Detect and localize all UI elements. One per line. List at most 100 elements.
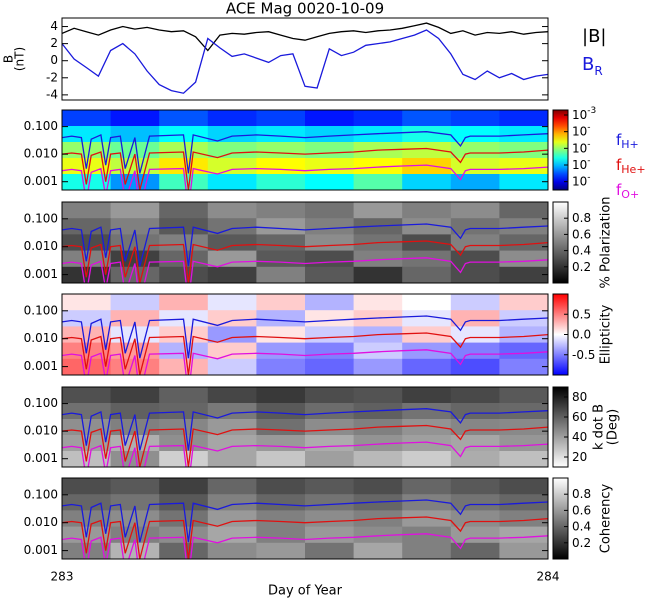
heatmap-cell [159, 526, 209, 544]
heatmap-cell [305, 510, 355, 528]
heatmap-cell [110, 403, 160, 420]
heatmap-cell [110, 202, 160, 219]
heatmap-cell [256, 451, 306, 467]
heatmap-cell [450, 266, 500, 283]
heatmap-cell [207, 478, 257, 495]
heatmap-cell [62, 294, 112, 311]
heatmap-cell [450, 294, 500, 311]
heatmap-cell [110, 110, 160, 127]
heatmap-cell [256, 234, 306, 252]
plot-area [62, 478, 548, 559]
heatmap-cell [402, 542, 452, 559]
heatmap-cell [499, 510, 548, 528]
x-tick-label: 283 [51, 570, 74, 584]
heatmap-cell [62, 419, 112, 436]
heatmap-cell [110, 294, 160, 311]
heatmap-cell [450, 419, 500, 436]
data-line [62, 164, 548, 190]
heatmap-cell [159, 250, 209, 268]
heatmap-cell [353, 358, 403, 375]
heatmap-cell [402, 451, 452, 467]
data-line [62, 424, 548, 467]
colorbar-tick-label: 20 [572, 450, 587, 464]
heatmap-cell [207, 294, 257, 311]
legend-entry: fH+ [616, 131, 639, 152]
heatmap-cell [499, 234, 548, 252]
legend-entry: fO+ [616, 181, 639, 202]
heatmap-cell [256, 478, 306, 495]
plot-frame [61, 477, 549, 560]
heatmap-cell [402, 294, 452, 311]
heatmap-cell [305, 266, 355, 283]
heatmap-cell [450, 451, 500, 467]
colorbar-tick-text: 0.2 [572, 259, 591, 273]
colorbar-tick-label: 0.5 [572, 307, 591, 321]
heatmap-cell [450, 358, 500, 375]
heatmap-cell [353, 387, 403, 404]
heatmap-cell [402, 250, 452, 268]
heatmap-cell [62, 234, 112, 252]
heatmap-cell [353, 542, 403, 559]
heatmap-cell [450, 526, 500, 544]
colorbar-tick-label: 0.2 [572, 535, 591, 549]
heatmap-cell [256, 403, 306, 420]
heatmap-cell [159, 142, 209, 159]
colorbar-tick-label: 0.8 [572, 487, 591, 501]
heatmap-cell [353, 266, 403, 283]
heatmap-cell [305, 542, 355, 559]
heatmap-cell [110, 310, 160, 327]
heatmap-cell [62, 326, 112, 344]
heatmap-cell [402, 158, 452, 175]
legend-entry: BR [582, 54, 603, 78]
colorbar-tick-exponent: -3 [587, 106, 596, 116]
heatmap-cell [159, 202, 209, 219]
heatmap-cell [207, 158, 257, 175]
heatmap-cell [256, 358, 306, 375]
heatmap-cell [450, 202, 500, 219]
legend-name: f [616, 156, 622, 174]
heatmap-cell [353, 294, 403, 311]
data-line [62, 408, 548, 451]
heatmap-cell [207, 358, 257, 375]
colorbar-tick-label: 60 [572, 410, 587, 424]
y-tick-label: 0.001 [24, 451, 58, 465]
colorbar [552, 386, 569, 468]
y-tick-label: 0.001 [24, 359, 58, 373]
plot-area [62, 202, 548, 283]
heatmap-cell [256, 526, 306, 544]
y-tick-label: 0.100 [24, 211, 58, 225]
y-tick-label: 0.100 [24, 119, 58, 133]
heatmap-cell [305, 403, 355, 420]
heatmap-cell [499, 419, 548, 436]
colorbar-tick-label: -0.5 [572, 347, 595, 361]
heatmap-cell [499, 174, 548, 190]
heatmap-cell [159, 387, 209, 404]
colorbar-tick-label: 10- [572, 156, 591, 172]
heatmap-cell [499, 110, 548, 127]
heatmap-cell [353, 342, 403, 360]
heatmap-cell [207, 310, 257, 327]
heatmap-cell [207, 542, 257, 559]
heatmap-cell [402, 510, 452, 528]
data-line [62, 147, 548, 190]
plot-frame [61, 17, 549, 101]
colorbar-tick-text: 10 [572, 174, 587, 188]
data-line [62, 516, 548, 559]
data-line [62, 315, 548, 359]
legend-entry: fHe+ [616, 156, 646, 177]
heatmap-cell [499, 358, 548, 375]
colorbar-label: Coherency [599, 483, 614, 553]
heatmap-cell [256, 419, 306, 436]
y-tick-label: 0 [50, 53, 58, 67]
heatmap-cell [256, 250, 306, 268]
heatmap-cell [207, 266, 257, 283]
legend-subscript: H+ [621, 138, 639, 151]
colorbar-tick-text: -0.5 [572, 347, 595, 361]
colorbar-tick-text: 0.8 [572, 211, 591, 225]
heatmap-cell [402, 142, 452, 159]
chart-title: ACE Mag 0020-10-09 [226, 0, 384, 18]
heatmap-cell [207, 387, 257, 404]
y-tick-label: 0.001 [24, 267, 58, 281]
heatmap-cell [499, 435, 548, 452]
